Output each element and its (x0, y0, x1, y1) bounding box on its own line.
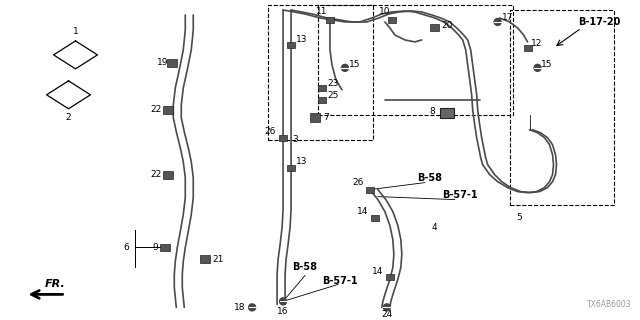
Text: 19: 19 (157, 58, 168, 68)
Bar (310, 113, 321, 122)
Bar (440, 108, 454, 118)
Bar (167, 59, 177, 67)
Text: 7: 7 (323, 113, 329, 122)
Bar (386, 275, 394, 280)
Text: 16: 16 (277, 307, 289, 316)
Text: 13: 13 (296, 36, 308, 44)
Text: B-57-1: B-57-1 (322, 276, 358, 286)
Text: 22: 22 (150, 170, 162, 179)
Text: 1: 1 (72, 28, 78, 36)
Bar (318, 97, 326, 103)
Text: 20: 20 (441, 21, 452, 30)
Text: 15: 15 (541, 60, 552, 69)
Text: 15: 15 (349, 60, 361, 69)
Text: 24: 24 (381, 310, 392, 319)
Text: 8: 8 (429, 107, 435, 116)
Bar (200, 255, 210, 263)
Text: 18: 18 (234, 303, 246, 312)
Bar (326, 17, 334, 23)
Text: B-57-1: B-57-1 (442, 190, 477, 200)
Text: 21: 21 (212, 255, 224, 264)
Text: 26: 26 (352, 178, 364, 187)
Text: TX6AB6003: TX6AB6003 (587, 300, 632, 309)
Text: B-58: B-58 (292, 262, 317, 272)
Circle shape (494, 19, 501, 26)
Text: 17: 17 (502, 13, 513, 22)
Bar (287, 42, 295, 48)
Text: 14: 14 (357, 207, 369, 216)
Text: 13: 13 (296, 157, 308, 166)
Text: FR.: FR. (45, 279, 66, 289)
Text: 14: 14 (372, 267, 383, 276)
Text: 6: 6 (124, 243, 129, 252)
Text: 5: 5 (516, 213, 522, 222)
Text: 25: 25 (327, 91, 339, 100)
Text: 12: 12 (531, 39, 542, 48)
Text: 3: 3 (292, 135, 298, 144)
Circle shape (342, 64, 348, 71)
Bar (509, 10, 614, 204)
Bar (163, 171, 173, 179)
Text: 10: 10 (379, 7, 390, 16)
Circle shape (534, 64, 541, 71)
Circle shape (249, 304, 255, 311)
Bar (318, 5, 513, 115)
Bar (430, 24, 439, 31)
Text: 2: 2 (66, 113, 71, 122)
Bar (318, 85, 326, 91)
Text: 9: 9 (152, 243, 158, 252)
Bar (287, 165, 295, 171)
Bar (388, 17, 396, 23)
Bar (161, 244, 170, 252)
Bar (371, 215, 379, 220)
Text: 23: 23 (327, 79, 339, 88)
Bar (366, 187, 374, 193)
Text: 22: 22 (150, 105, 162, 114)
Circle shape (383, 304, 390, 311)
Bar (268, 5, 373, 140)
Text: 11: 11 (316, 7, 328, 16)
Text: B-58: B-58 (417, 172, 442, 183)
Bar (524, 45, 532, 51)
Text: 26: 26 (264, 127, 276, 136)
Text: 4: 4 (432, 223, 438, 232)
Bar (279, 135, 287, 141)
Text: B-17-20: B-17-20 (579, 17, 621, 27)
Circle shape (280, 298, 287, 305)
Bar (163, 106, 173, 114)
